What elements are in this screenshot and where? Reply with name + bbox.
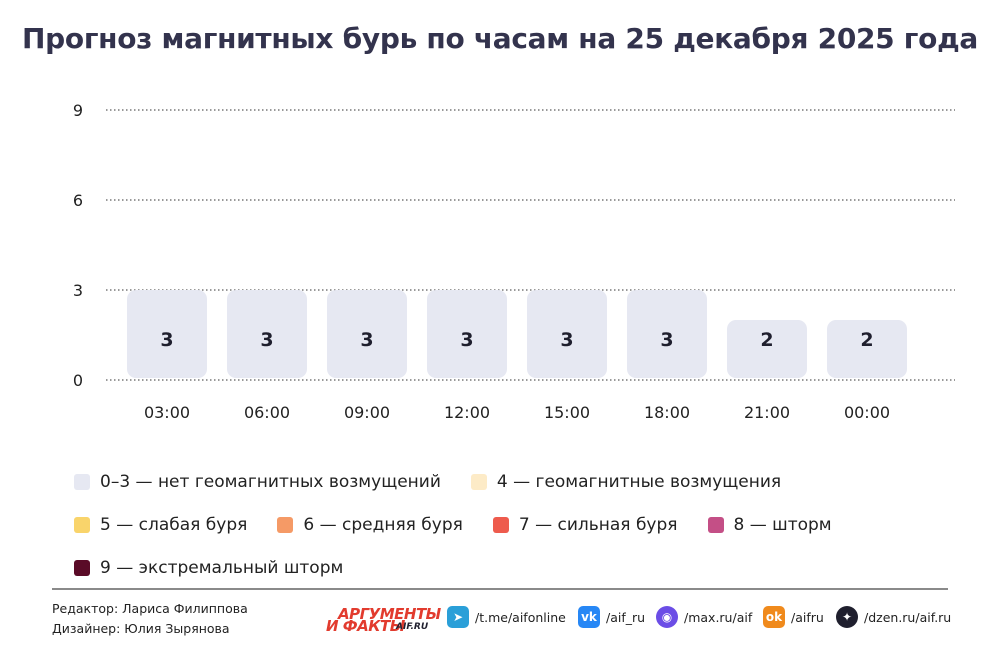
social-label: /t.me/aifonline xyxy=(475,609,566,625)
x-tick-label: 06:00 xyxy=(244,403,290,422)
designer-credit: Дизайнер: Юлия Зырянова xyxy=(52,621,230,636)
bar xyxy=(827,320,907,378)
x-tick-label: 00:00 xyxy=(844,403,890,422)
legend-label: 6 — средняя буря xyxy=(303,514,463,535)
bar-value-label: 3 xyxy=(160,329,173,351)
legend-swatch xyxy=(277,516,294,533)
social-label: /aif_ru xyxy=(606,609,646,625)
y-tick-label: 9 xyxy=(73,101,83,120)
max-icon: ◉ xyxy=(656,606,678,628)
bar xyxy=(527,290,607,378)
social-max[interactable]: ◉ /max.ru/aif xyxy=(656,606,752,628)
x-tick-label: 21:00 xyxy=(744,403,790,422)
social-label: /dzen.ru/aif.ru xyxy=(864,609,952,625)
y-tick-label: 0 xyxy=(73,371,83,390)
bar-chart: 0 3 6 9 3 03:00 3 06:00 3 09:00 3 12:00 3 15:00 3 18:00… xyxy=(73,101,955,422)
social-vk[interactable]: vk /aif_ru xyxy=(578,606,645,628)
bar xyxy=(727,320,807,378)
legend-swatch xyxy=(74,473,90,490)
social-odnoklassniki[interactable]: ok /aifru xyxy=(763,606,824,628)
bar-value-label: 3 xyxy=(360,329,373,351)
legend-row: 0–3 — нет геомагнитных возмущений 4 — ге… xyxy=(74,460,954,503)
x-tick-label: 18:00 xyxy=(644,403,690,422)
legend-item-6: 6 — средняя буря xyxy=(277,515,463,535)
bar-value-label: 3 xyxy=(460,329,473,351)
legend-row: 5 — слабая буря 6 — средняя буря 7 — сил… xyxy=(74,503,954,546)
bar xyxy=(427,290,507,378)
logo-line1: АРГУМЕНТЫ xyxy=(338,605,441,623)
legend-item-8: 8 — шторм xyxy=(707,514,832,535)
x-tick-label: 12:00 xyxy=(444,403,490,422)
legend-swatch xyxy=(707,516,724,533)
bar-value-label: 3 xyxy=(260,329,273,351)
legend-label: 8 — шторм xyxy=(733,514,832,535)
chart-title: Прогноз магнитных бурь по часам на 25 де… xyxy=(22,22,978,55)
y-tick-label: 3 xyxy=(73,281,83,300)
y-tick-label: 6 xyxy=(73,191,83,210)
odnoklassniki-icon: ok xyxy=(763,606,785,628)
bar-value-label: 3 xyxy=(560,329,573,351)
bar xyxy=(327,290,407,378)
aif-logo[interactable]: АРГУМЕНТЫ И ФАКТЫ AIF.RU xyxy=(326,605,441,635)
legend-label: 4 — геомагнитные возмущения xyxy=(496,471,782,492)
legend-item-7: 7 — сильная буря xyxy=(492,514,678,535)
legend: 0–3 — нет геомагнитных возмущений 4 — ге… xyxy=(74,460,954,589)
x-tick-label: 09:00 xyxy=(344,403,390,422)
vk-icon: vk xyxy=(578,606,600,628)
editor-credit: Редактор: Лариса Филиппова xyxy=(52,601,248,616)
social-label: /max.ru/aif xyxy=(684,609,753,625)
social-telegram[interactable]: ➤ /t.me/aifonline xyxy=(447,606,566,628)
logo-site: AIF.RU xyxy=(396,622,429,632)
legend-swatch xyxy=(74,516,90,533)
legend-label: 7 — сильная буря xyxy=(518,514,678,535)
footer-divider xyxy=(52,588,948,590)
logo-line2: И ФАКТЫ xyxy=(326,617,405,635)
legend-label: 0–3 — нет геомагнитных возмущений xyxy=(100,471,441,492)
legend-swatch xyxy=(492,516,509,533)
credits: Редактор: Лариса Филиппова Дизайнер: Юли… xyxy=(52,599,248,639)
bar xyxy=(627,290,707,378)
legend-swatch xyxy=(74,559,90,576)
bar-value-label: 2 xyxy=(760,329,773,351)
x-tick-label: 03:00 xyxy=(144,403,190,422)
bar-value-label: 3 xyxy=(660,329,673,351)
bar-value-label: 2 xyxy=(860,329,873,351)
legend-item-4: 4 — геомагнитные возмущения xyxy=(470,471,782,492)
x-tick-label: 15:00 xyxy=(544,403,590,422)
bar xyxy=(227,290,307,378)
legend-item-9: 9 — экстремальный шторм xyxy=(74,558,343,578)
legend-item-5: 5 — слабая буря xyxy=(74,515,247,535)
legend-item-0-3: 0–3 — нет геомагнитных возмущений xyxy=(74,472,441,492)
legend-row: 9 — экстремальный шторм xyxy=(74,546,954,589)
social-dzen[interactable]: ✦ /dzen.ru/aif.ru xyxy=(836,606,951,628)
telegram-icon: ➤ xyxy=(447,606,469,628)
social-label: /aifru xyxy=(791,609,824,625)
dzen-icon: ✦ xyxy=(836,606,858,628)
legend-swatch xyxy=(470,473,487,490)
legend-label: 5 — слабая буря xyxy=(100,514,248,535)
legend-label: 9 — экстремальный шторм xyxy=(100,557,344,578)
bar xyxy=(127,290,207,378)
